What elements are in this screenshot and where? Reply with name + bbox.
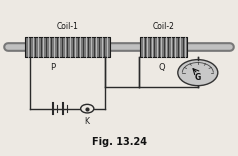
Text: G: G — [195, 73, 201, 82]
Text: Coil-2: Coil-2 — [153, 22, 175, 31]
Bar — [25, 37, 109, 57]
Bar — [140, 37, 187, 57]
Text: Fig. 13.24: Fig. 13.24 — [91, 137, 147, 147]
Circle shape — [81, 104, 94, 113]
Text: Coil-1: Coil-1 — [56, 22, 78, 31]
Text: K: K — [85, 117, 90, 126]
Circle shape — [178, 60, 218, 86]
Text: Q: Q — [158, 63, 165, 72]
Text: P: P — [51, 63, 56, 72]
